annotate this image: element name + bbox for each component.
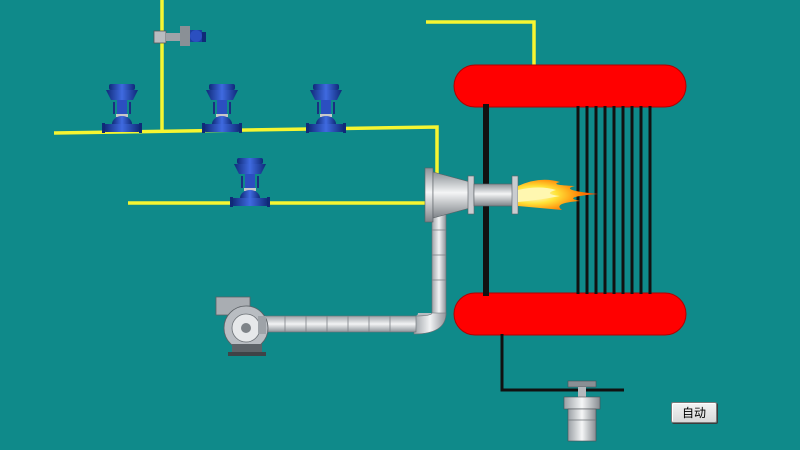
blowdown-pipe [500, 334, 624, 392]
control-valve-icon[interactable] [306, 84, 346, 133]
flame-icon [518, 179, 598, 210]
boiler [453, 64, 687, 392]
control-valve-icon[interactable] [230, 158, 270, 207]
water-tubes [576, 106, 652, 294]
blower-fan-icon[interactable] [215, 296, 269, 356]
air-duct [263, 204, 447, 335]
electric-actuator-valve-icon[interactable] [153, 26, 206, 46]
lower-drum [453, 292, 687, 336]
control-valve-icon[interactable] [202, 84, 242, 133]
upper-drum [453, 64, 687, 108]
burner-icon[interactable] [424, 167, 519, 223]
control-valve-icon[interactable] [102, 84, 142, 133]
auto-mode-button[interactable]: 自动 [671, 402, 717, 423]
drain-valve-icon[interactable] [563, 380, 601, 442]
